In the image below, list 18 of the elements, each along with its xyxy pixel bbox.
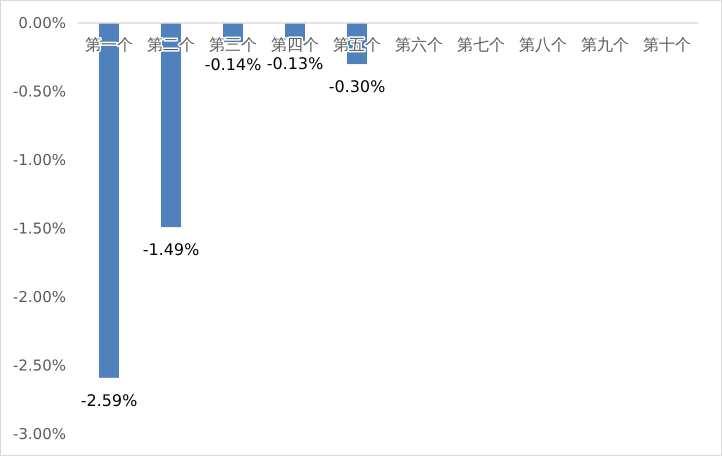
y-tick-label: -1.50% bbox=[12, 220, 66, 238]
x-tick-label: 第六个 bbox=[395, 35, 443, 54]
data-label: -0.14% bbox=[204, 55, 262, 74]
x-tick-label: 第九个 bbox=[581, 35, 629, 54]
y-tick-label: 0.00% bbox=[18, 14, 66, 32]
x-tick-label: 第七个 bbox=[457, 35, 505, 54]
x-tick-label: 第八个 bbox=[519, 35, 567, 54]
y-tick-label: -2.00% bbox=[12, 288, 66, 306]
data-label: -2.59% bbox=[80, 390, 138, 410]
x-tick-label: 第十个 bbox=[643, 35, 691, 54]
y-tick-label: -2.50% bbox=[12, 356, 66, 374]
y-tick-label: -3.00% bbox=[12, 425, 66, 443]
data-label: -0.30% bbox=[328, 77, 386, 96]
y-tick-label: -0.50% bbox=[12, 82, 66, 100]
data-label: -0.13% bbox=[266, 54, 324, 73]
x-tick-label: 第四个 bbox=[271, 35, 319, 54]
data-label: -1.49% bbox=[142, 240, 200, 260]
y-tick-label: -1.00% bbox=[12, 151, 66, 169]
